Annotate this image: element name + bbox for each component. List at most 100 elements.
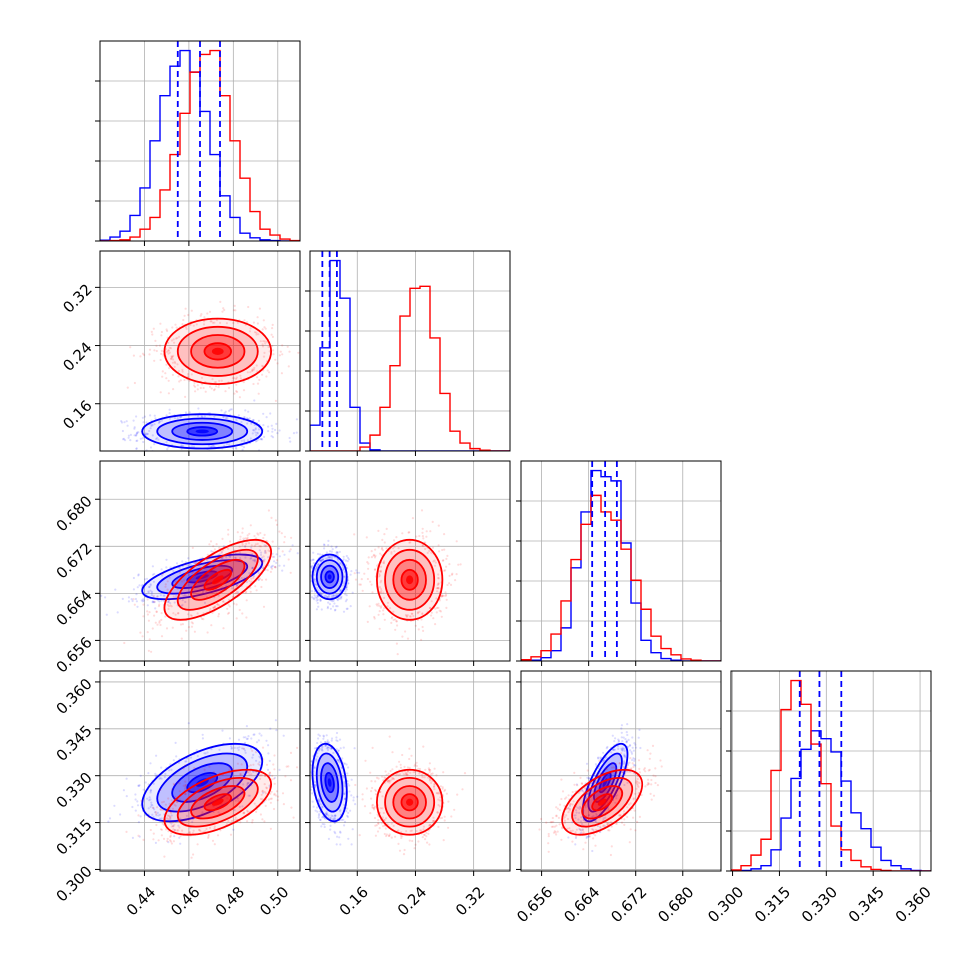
scatter-point bbox=[619, 813, 622, 817]
scatter-point bbox=[288, 436, 291, 440]
scatter-point bbox=[647, 781, 650, 784]
scatter-point bbox=[408, 747, 411, 750]
scatter-point bbox=[251, 567, 254, 570]
x-tick-label: 0.32 bbox=[452, 883, 488, 919]
scatter-point bbox=[318, 553, 322, 556]
scatter-point bbox=[628, 744, 631, 748]
scatter-point bbox=[380, 565, 383, 568]
scatter-point bbox=[258, 549, 261, 552]
contour-line bbox=[320, 564, 340, 589]
scatter-point bbox=[378, 574, 381, 577]
scatter-point bbox=[416, 611, 420, 614]
scatter-point bbox=[391, 751, 394, 754]
scatter-point bbox=[422, 825, 426, 828]
scatter-point bbox=[239, 377, 242, 380]
scatter-point bbox=[375, 824, 378, 827]
scatter-point bbox=[602, 824, 605, 827]
scatter-point bbox=[203, 316, 206, 319]
scatter-point bbox=[345, 588, 348, 591]
scatter-point bbox=[154, 607, 157, 610]
scatter-point bbox=[317, 814, 321, 817]
scatter-point bbox=[258, 764, 261, 767]
scatter-point bbox=[314, 784, 317, 787]
scatter-point bbox=[169, 347, 172, 350]
scatter-point bbox=[540, 817, 543, 821]
scatter-point bbox=[254, 543, 257, 546]
scatter-point bbox=[392, 539, 396, 542]
scatter-point bbox=[320, 748, 323, 752]
scatter-point bbox=[184, 792, 187, 796]
scatter-point bbox=[652, 774, 655, 777]
scatter-point bbox=[343, 824, 346, 827]
scatter-point bbox=[173, 835, 176, 838]
scatter-point bbox=[255, 331, 258, 334]
scatter-point bbox=[236, 390, 239, 394]
scatter-point bbox=[134, 809, 137, 812]
scatter-point bbox=[629, 749, 632, 752]
scatter-point bbox=[266, 768, 270, 772]
histogram-panel-4: 0.300 0.315 0.330 0.345 0.360 bbox=[704, 670, 935, 926]
scatter-point bbox=[339, 747, 342, 750]
scatter-point bbox=[579, 820, 583, 823]
scatter-point bbox=[329, 824, 332, 828]
scatter-point bbox=[176, 336, 179, 340]
scatter-point bbox=[142, 421, 145, 424]
contour-line bbox=[376, 538, 444, 621]
scatter-point bbox=[430, 611, 433, 614]
scatter-point bbox=[261, 343, 264, 346]
histogram-series-1 bbox=[310, 259, 510, 451]
scatter-point bbox=[346, 560, 349, 563]
scatter-point bbox=[325, 596, 328, 599]
scatter-point bbox=[631, 746, 634, 749]
scatter-point bbox=[185, 327, 188, 330]
scatter-point bbox=[165, 627, 169, 630]
scatter-point bbox=[408, 766, 411, 770]
scatter-point bbox=[313, 573, 316, 576]
scatter-point bbox=[160, 635, 164, 638]
scatter-point bbox=[271, 540, 274, 543]
scatter-point bbox=[137, 574, 140, 577]
scatter-point bbox=[187, 373, 190, 376]
scatter-point bbox=[146, 797, 149, 800]
scatter-point bbox=[660, 765, 663, 768]
scatter-point bbox=[338, 597, 341, 601]
scatter-point bbox=[156, 806, 159, 809]
scatter-point bbox=[374, 780, 377, 783]
scatter-point bbox=[571, 790, 574, 794]
scatter-point bbox=[327, 601, 330, 604]
scatter-point bbox=[371, 746, 374, 750]
scatter-point bbox=[184, 787, 187, 790]
scatter-point bbox=[147, 591, 150, 594]
scatter-point bbox=[131, 836, 134, 840]
scatter-point bbox=[578, 805, 582, 808]
scatter-point bbox=[136, 586, 139, 589]
scatter-point bbox=[634, 746, 638, 749]
scatter-point bbox=[602, 760, 605, 764]
scatter-point bbox=[159, 788, 162, 792]
scatter-point bbox=[172, 840, 175, 843]
scatter-point bbox=[324, 557, 327, 560]
scatter-point bbox=[550, 825, 554, 828]
scatter-point bbox=[211, 378, 214, 381]
scatter-point bbox=[169, 810, 172, 814]
scatter-point bbox=[411, 839, 414, 843]
scatter-point bbox=[142, 788, 145, 791]
scatter-point bbox=[602, 751, 605, 754]
scatter-point bbox=[429, 530, 432, 533]
scatter-point bbox=[317, 605, 320, 608]
scatter-point bbox=[184, 793, 187, 796]
scatter-point bbox=[218, 748, 221, 752]
density-fill-series-2 bbox=[164, 318, 272, 385]
scatter-point bbox=[273, 792, 276, 795]
scatter-point bbox=[134, 798, 137, 801]
scatter-point bbox=[242, 446, 246, 449]
scatter-point bbox=[398, 760, 401, 763]
scatter-point bbox=[430, 551, 433, 554]
scatter-point bbox=[148, 348, 152, 351]
scatter-point bbox=[443, 819, 446, 822]
scatter-point bbox=[401, 635, 404, 638]
scatter-point bbox=[392, 618, 395, 622]
scatter-point bbox=[139, 437, 142, 440]
scatter-point bbox=[424, 547, 427, 551]
scatter-point bbox=[256, 376, 259, 379]
